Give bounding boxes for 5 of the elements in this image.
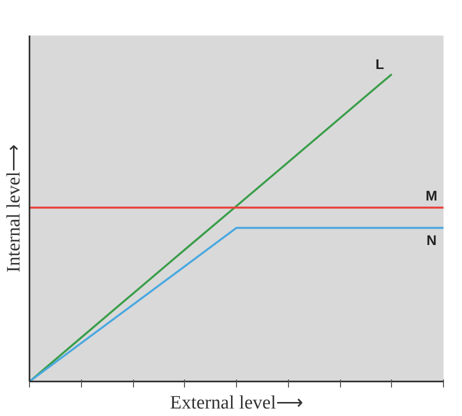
series-label: M [426,188,438,204]
series-label: L [375,56,384,72]
y-axis-title: Internal level⟶ [4,144,24,272]
x-axis-title: External level⟶ [170,392,304,414]
series-label: N [426,232,437,248]
